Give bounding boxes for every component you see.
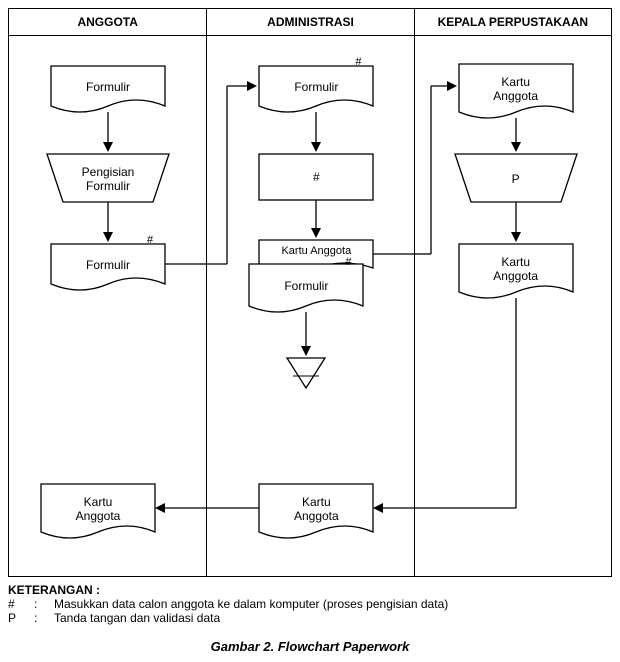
node-b-card: Kartu Anggota (259, 488, 373, 530)
legend-title: KETERANGAN : (8, 583, 612, 597)
legend-colon-1: : (34, 611, 54, 625)
node-a-card: Kartu Anggota (41, 488, 155, 530)
hash-a-form2: # (147, 234, 153, 246)
legend-text-1: Tanda tangan dan validasi data (54, 611, 220, 625)
lane-kepala-svg (415, 36, 613, 576)
flowchart-frame: ANGGOTA ADMINISTRASI KEPALA PERPUSTAKAAN (8, 8, 612, 577)
node-c-proc: P (465, 158, 567, 200)
node-c-card1: Kartu Anggota (459, 68, 573, 110)
lane-header-administrasi: ADMINISTRASI (206, 9, 413, 36)
lane-headers: ANGGOTA ADMINISTRASI KEPALA PERPUSTAKAAN (9, 9, 611, 36)
node-b-form1: Formulir (259, 70, 373, 104)
node-b-form2: Formulir (249, 270, 363, 302)
node-a-form2: Formulir (51, 248, 165, 282)
legend-row-0: # : Masukkan data calon anggota ke dalam… (8, 597, 612, 611)
node-c-card2: Kartu Anggota (459, 248, 573, 290)
legend-colon-0: : (34, 597, 54, 611)
legend: KETERANGAN : # : Masukkan data calon ang… (8, 583, 612, 625)
hash-b-form2: # (345, 256, 351, 268)
lane-header-kepala: KEPALA PERPUSTAKAAN (414, 9, 611, 36)
node-b-proc: # (259, 154, 373, 200)
node-a-form1: Formulir (51, 70, 165, 104)
legend-text-0: Masukkan data calon anggota ke dalam kom… (54, 597, 448, 611)
lane-kepala: Kartu Anggota P Kartu Anggota (414, 36, 611, 576)
lanes-body: Formulir Pengisian Formulir Formulir # K… (9, 36, 611, 576)
legend-sym-0: # (8, 597, 34, 611)
hash-b-form1: # (355, 56, 361, 68)
caption: Gambar 2. Flowchart Paperwork (8, 639, 612, 654)
legend-sym-1: P (8, 611, 34, 625)
lane-header-anggota: ANGGOTA (9, 9, 206, 36)
lane-administrasi: Formulir # # Kartu Anggota Formulir # Ka… (206, 36, 413, 576)
node-a-fill: Pengisian Formulir (57, 158, 159, 200)
legend-row-1: P : Tanda tangan dan validasi data (8, 611, 612, 625)
node-b-cardtop: Kartu Anggota (263, 242, 369, 262)
lane-anggota: Formulir Pengisian Formulir Formulir # K… (9, 36, 206, 576)
